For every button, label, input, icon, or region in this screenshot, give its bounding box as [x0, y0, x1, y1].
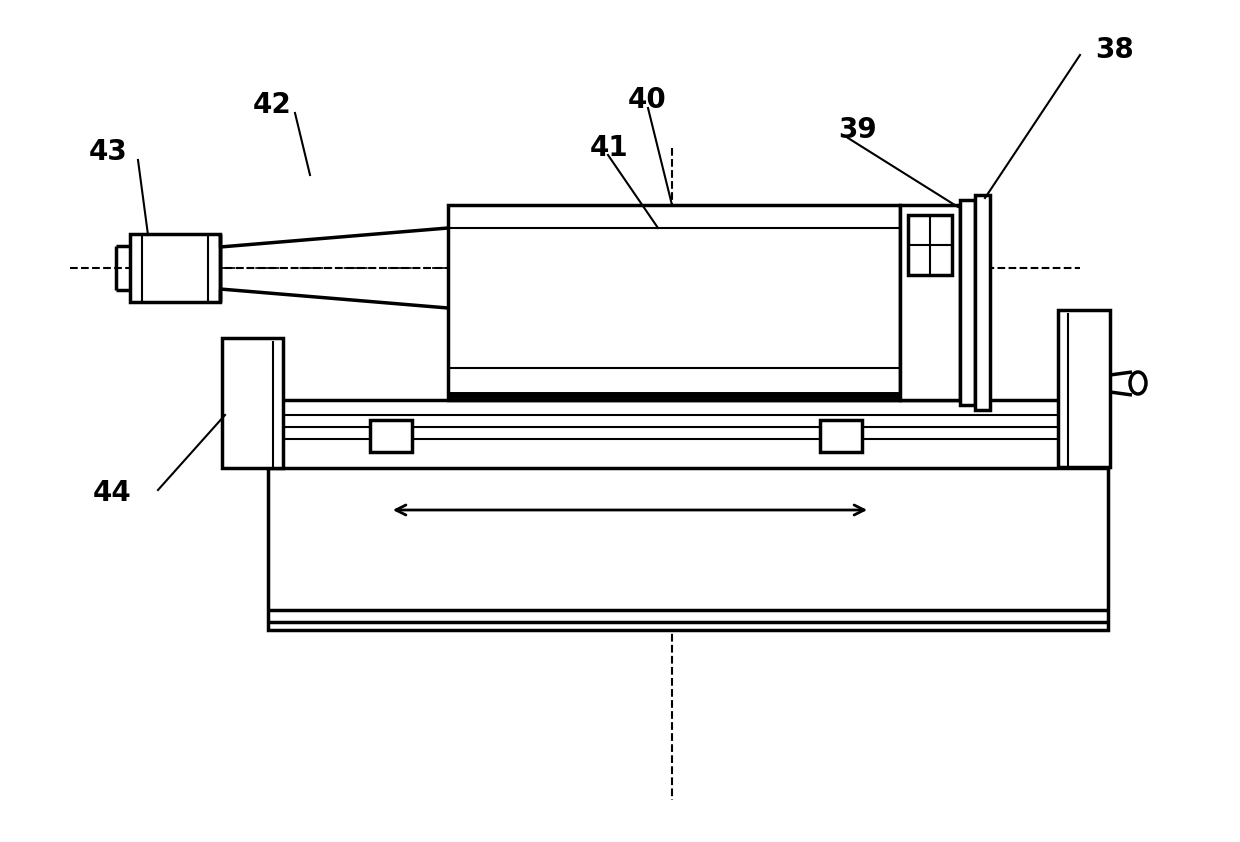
Bar [268, 400, 1109, 468]
Bar [975, 195, 990, 410]
Bar [908, 215, 952, 275]
Bar [900, 205, 960, 400]
Bar [130, 234, 219, 302]
Text: 43: 43 [88, 138, 128, 166]
Bar [1058, 310, 1110, 467]
Bar [222, 338, 283, 468]
Text: 38: 38 [1095, 36, 1133, 64]
Text: 41: 41 [590, 134, 629, 162]
Bar [370, 420, 412, 452]
Text: 40: 40 [627, 86, 667, 114]
Bar [960, 200, 975, 405]
Bar [820, 420, 862, 452]
Bar [448, 205, 900, 400]
Text: 44: 44 [93, 479, 131, 507]
Ellipse shape [1130, 372, 1146, 394]
Text: 39: 39 [838, 116, 877, 144]
Bar [268, 467, 1109, 630]
Text: 42: 42 [253, 91, 291, 119]
